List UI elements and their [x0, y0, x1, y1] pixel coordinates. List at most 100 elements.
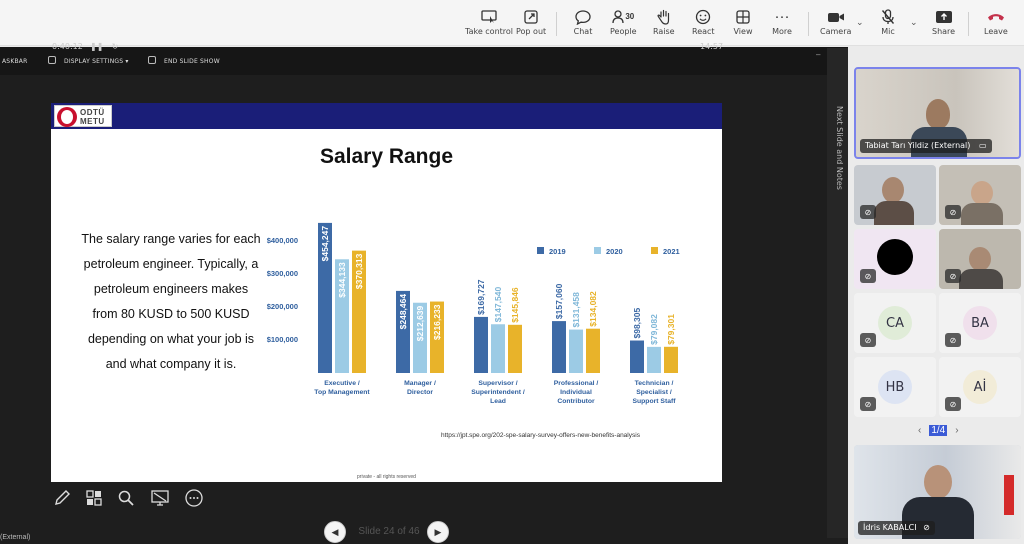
chevron-left-icon[interactable]: ‹ — [918, 425, 922, 436]
hand-icon — [654, 8, 674, 26]
category-label: Superintendent / — [471, 389, 525, 396]
y-tick-label: $300,000 — [267, 269, 298, 278]
participant-tile[interactable]: Aİ ⊘ — [939, 357, 1021, 417]
category-label: Individual — [560, 389, 592, 396]
legend-swatch — [594, 247, 601, 254]
bar — [430, 301, 444, 373]
presenter-face — [926, 99, 950, 129]
raise-hand-button[interactable]: Raise — [653, 8, 675, 42]
chat-icon — [573, 8, 593, 26]
current-slide: ODTÜ METU Salary Range The salary range … — [51, 103, 722, 482]
leave-button[interactable]: Leave — [984, 8, 1008, 42]
end-slide-show-icon — [148, 56, 156, 64]
take-control-button[interactable]: Take control — [465, 8, 513, 42]
participant-avatar: BA — [963, 306, 997, 340]
share-icon — [934, 8, 954, 26]
active-speaker-tile[interactable]: İdris KABALCI ⊘ — [854, 445, 1021, 539]
mic-muted-icon: ⊘ — [923, 523, 930, 532]
minimize-icon[interactable]: – — [816, 50, 821, 59]
category-label: Professional / — [554, 380, 599, 387]
camera-button[interactable]: Camera — [820, 8, 851, 42]
black-screen-icon[interactable] — [148, 486, 172, 510]
mic-muted-icon: ⊘ — [945, 269, 961, 283]
presenter-video-tile[interactable]: Tabiat Tarı Yildiz (External) ▭ — [854, 67, 1021, 159]
slide-counter[interactable]: Slide 24 of 46 — [358, 526, 420, 537]
participant-face — [882, 177, 904, 203]
bar-data-label: $131,458 — [571, 292, 581, 328]
y-tick-label: $100,000 — [267, 335, 298, 344]
bar — [352, 250, 366, 373]
participant-tile[interactable]: BA ⊘ — [939, 293, 1021, 353]
bar-data-label: $145,846 — [510, 287, 520, 323]
participant-body — [961, 203, 1003, 225]
participant-tile[interactable]: HB ⊘ — [854, 357, 936, 417]
mic-muted-icon: ⊘ — [860, 397, 876, 411]
people-button[interactable]: 30 People — [610, 8, 637, 42]
bar-data-label: $216,233 — [432, 304, 442, 340]
bar-data-label: $79,082 — [649, 314, 659, 345]
participants-panel: Tabiat Tarı Yildiz (External) ▭ ⊘ ⊘ ⊘ ⊘ … — [848, 47, 1024, 544]
logo-line-metu: METU — [80, 117, 105, 126]
legend-label: 2021 — [663, 247, 680, 256]
people-icon: 30 — [610, 8, 636, 26]
pen-icon[interactable] — [50, 486, 74, 510]
participant-tile[interactable]: CA ⊘ — [854, 293, 936, 353]
clock-time: 14:57 — [700, 42, 724, 51]
take-control-icon — [479, 8, 499, 26]
participant-tile[interactable]: ⊘ — [854, 229, 936, 289]
taskbar-button[interactable]: ASKBAR — [2, 58, 28, 65]
previous-slide-button[interactable]: ◀ — [324, 521, 346, 543]
view-button[interactable]: View — [733, 8, 753, 42]
next-slide-button[interactable]: ▶ — [427, 521, 449, 543]
y-tick-label: $400,000 — [267, 236, 298, 245]
elapsed-timer: 0:40:12 — [52, 42, 83, 51]
reset-icon[interactable]: ↻ — [111, 42, 119, 51]
more-options-icon[interactable] — [182, 486, 206, 510]
bar — [630, 340, 644, 373]
bar-data-label: $212,639 — [415, 305, 425, 341]
more-button[interactable]: ··· More — [772, 8, 792, 36]
zoom-icon[interactable] — [114, 486, 138, 510]
category-label: Top Management — [314, 389, 370, 396]
participant-body — [874, 201, 914, 225]
bar-data-label: $98,305 — [632, 308, 642, 339]
category-label: Lead — [490, 398, 506, 405]
hang-up-icon — [986, 8, 1006, 26]
mic-muted-icon: ⊘ — [860, 333, 876, 347]
toolbar-divider — [556, 12, 557, 36]
mic-button[interactable]: Mic — [878, 8, 898, 42]
see-all-slides-icon[interactable] — [82, 486, 106, 510]
mic-options-chevron-icon[interactable]: ⌄ — [910, 17, 918, 27]
slide-body-text: The salary range varies for each petrole… — [81, 232, 261, 371]
mic-muted-icon: ⊘ — [860, 205, 876, 219]
display-settings-button[interactable]: DISPLAY SETTINGS ▾ — [64, 58, 129, 65]
slide-navigation: ◀ Slide 24 of 46 ▶ — [324, 521, 450, 544]
participant-video-tile[interactable]: ⊘ — [854, 165, 936, 225]
participant-face — [969, 247, 991, 271]
bar — [586, 328, 600, 373]
bar-data-label: $157,060 — [554, 283, 564, 319]
participant-video-tile[interactable]: ⊘ — [939, 229, 1021, 289]
pop-out-button[interactable]: Pop out — [516, 8, 546, 42]
category-label: Contributor — [557, 398, 595, 405]
react-button[interactable]: React — [692, 8, 715, 42]
bar — [474, 316, 488, 373]
category-label: Executive / — [324, 380, 360, 387]
page-indicator: 1/4 — [929, 425, 948, 436]
participant-video-tile[interactable]: ⊘ — [939, 165, 1021, 225]
metu-logo: ODTÜ METU — [54, 105, 112, 127]
next-slide-notes-label[interactable]: Next Slide and Notes — [835, 106, 844, 190]
chevron-right-icon[interactable]: › — [955, 425, 959, 436]
end-slide-show-button[interactable]: END SLIDE SHOW — [164, 58, 220, 65]
legend-swatch — [651, 247, 658, 254]
bar — [508, 324, 522, 373]
mic-muted-icon: ⊘ — [945, 333, 961, 347]
chat-button[interactable]: Chat — [573, 8, 593, 42]
camera-options-chevron-icon[interactable]: ⌄ — [856, 17, 864, 27]
category-label: Manager / — [404, 380, 436, 387]
bar-data-label: $454,247 — [320, 226, 330, 262]
pause-icon[interactable]: ❚❚ — [90, 42, 104, 51]
share-button[interactable]: Share — [932, 8, 955, 42]
mic-muted-icon: ⊘ — [860, 269, 876, 283]
chevron-right-icon: ▶ — [434, 526, 442, 537]
